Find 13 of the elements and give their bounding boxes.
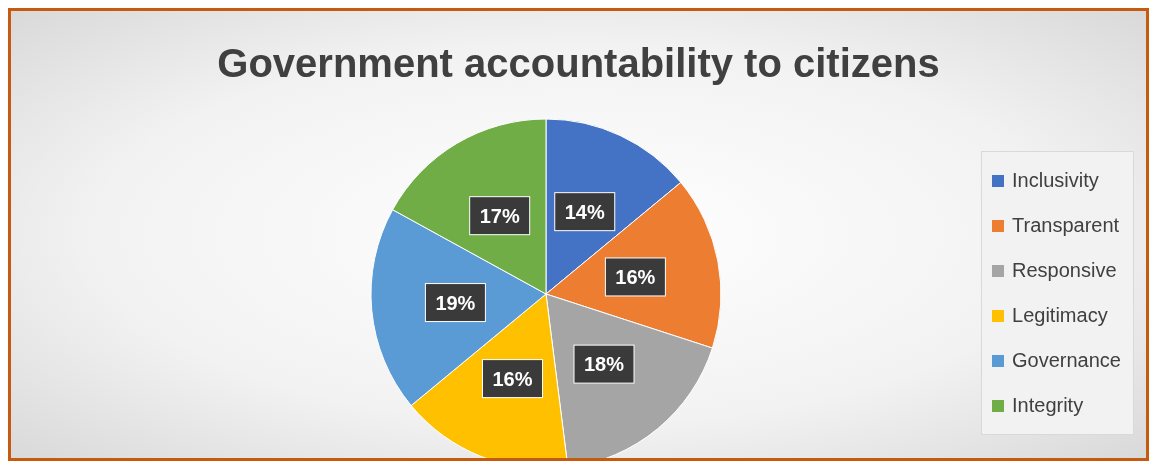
- legend-label: Integrity: [1012, 394, 1084, 417]
- data-label: 19%: [435, 291, 476, 314]
- data-label: 17%: [479, 204, 520, 227]
- legend-label: Governance: [1012, 349, 1121, 372]
- chart-title: Government accountability to citizens: [216, 41, 941, 86]
- data-label: 16%: [615, 265, 656, 288]
- legend-label: Responsive: [1012, 259, 1117, 282]
- legend-label: Transparent: [1012, 214, 1120, 237]
- legend-label: Inclusivity: [1012, 169, 1099, 192]
- data-label: 18%: [583, 353, 625, 376]
- data-label: 14%: [564, 200, 605, 223]
- data-label: 16%: [492, 367, 533, 390]
- legend-label: Legitimacy: [1012, 304, 1108, 327]
